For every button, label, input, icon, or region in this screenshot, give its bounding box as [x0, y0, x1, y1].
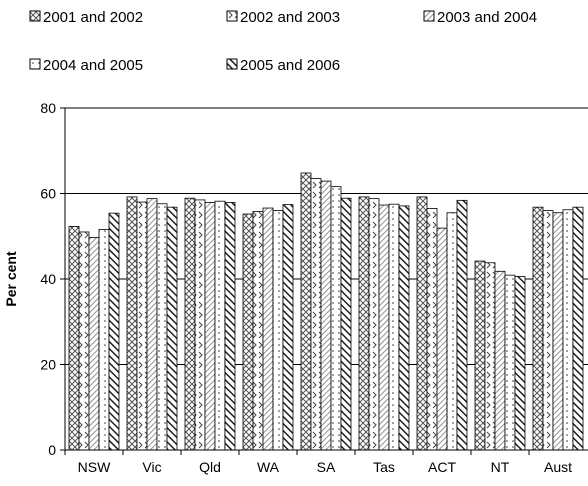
bar-tas-series-2	[368, 198, 380, 451]
y-tick-label: 80	[40, 100, 56, 116]
bar-sa-series-1	[300, 172, 312, 451]
x-tick-label: Qld	[199, 459, 221, 475]
bar-nt-series-3	[494, 270, 506, 451]
legend-swatch	[226, 10, 238, 22]
bar-aust-series-5	[572, 206, 584, 451]
bar-aust-series-3	[552, 212, 564, 451]
bar-wa-series-3	[262, 207, 274, 451]
bar-nsw-series-5	[108, 212, 120, 451]
bar-aust-series-4	[562, 209, 574, 451]
bar-tas-series-3	[378, 204, 390, 451]
bar-sa-series-3	[320, 180, 332, 451]
legend-swatch	[29, 58, 41, 70]
bar-tas-series-1	[358, 196, 370, 451]
bar-act-series-2	[426, 208, 438, 451]
bar-nsw-series-3	[88, 237, 100, 451]
legend-label: 2003 and 2004	[437, 9, 537, 26]
bar-nt-series-2	[484, 262, 496, 451]
bar-act-series-3	[436, 227, 448, 451]
x-tick-label: SA	[317, 459, 336, 475]
bar-wa-series-5	[282, 204, 294, 451]
bar-sa-series-2	[310, 178, 322, 451]
x-tick-label: Tas	[373, 459, 395, 475]
bar-wa-series-4	[272, 210, 284, 451]
x-tick-label: NSW	[78, 459, 111, 475]
bar-act-series-4	[446, 212, 458, 451]
bar-vic-series-4	[156, 203, 168, 451]
x-tick-label: NT	[491, 459, 510, 475]
y-tick-label: 60	[40, 186, 56, 202]
bar-qld-series-2	[194, 199, 206, 451]
bar-tas-series-4	[388, 203, 400, 451]
bar-wa-series-1	[242, 213, 254, 451]
bar-vic-series-2	[136, 201, 148, 451]
x-tick-label: Aust	[544, 459, 572, 475]
bar-sa-series-4	[330, 186, 342, 451]
bar-aust-series-1	[532, 206, 544, 451]
y-tick-label: 0	[48, 442, 56, 458]
x-tick-label: Vic	[142, 459, 161, 475]
bars	[68, 172, 584, 451]
y-tick-label: 20	[40, 357, 56, 373]
bar-qld-series-3	[204, 202, 216, 451]
y-axis-label: Per cent	[3, 251, 19, 307]
bar-wa-series-2	[252, 211, 264, 451]
bar-qld-series-5	[224, 202, 236, 451]
bar-nsw-series-1	[68, 226, 80, 451]
legend-label: 2002 and 2003	[240, 9, 340, 26]
y-ticks: 0 20 40 60 80	[40, 100, 65, 458]
x-tick-label: ACT	[428, 459, 456, 475]
y-tick-label: 40	[40, 271, 56, 287]
bar-aust-series-2	[542, 210, 554, 451]
bar-qld-series-1	[184, 197, 196, 451]
bar-sa-series-5	[340, 197, 352, 451]
legend-label: 2004 and 2005	[43, 57, 143, 74]
bar-act-series-1	[416, 196, 428, 451]
x-tick-label: WA	[257, 459, 280, 475]
bar-nt-series-4	[504, 274, 516, 451]
legend: 2001 and 2002 2002 and 2003 2003 and 2004 2…	[29, 9, 537, 74]
bar-vic-series-5	[166, 206, 178, 451]
bar-nsw-series-2	[78, 231, 90, 451]
bar-qld-series-4	[214, 200, 226, 451]
bar-nt-series-1	[474, 260, 486, 451]
bar-vic-series-1	[126, 196, 138, 451]
x-ticks: NSW Vic Qld WA SA Tas ACT NT Aust	[64, 450, 572, 475]
bar-act-series-5	[456, 199, 468, 451]
legend-swatch	[423, 10, 435, 22]
legend-label: 2005 and 2006	[240, 57, 340, 74]
bar-vic-series-3	[146, 198, 158, 451]
legend-label: 2001 and 2002	[43, 9, 143, 26]
bar-nt-series-5	[514, 276, 526, 451]
bar-nsw-series-4	[98, 229, 110, 451]
legend-swatch	[226, 58, 238, 70]
bar-tas-series-5	[398, 205, 410, 451]
legend-swatch	[29, 10, 41, 22]
